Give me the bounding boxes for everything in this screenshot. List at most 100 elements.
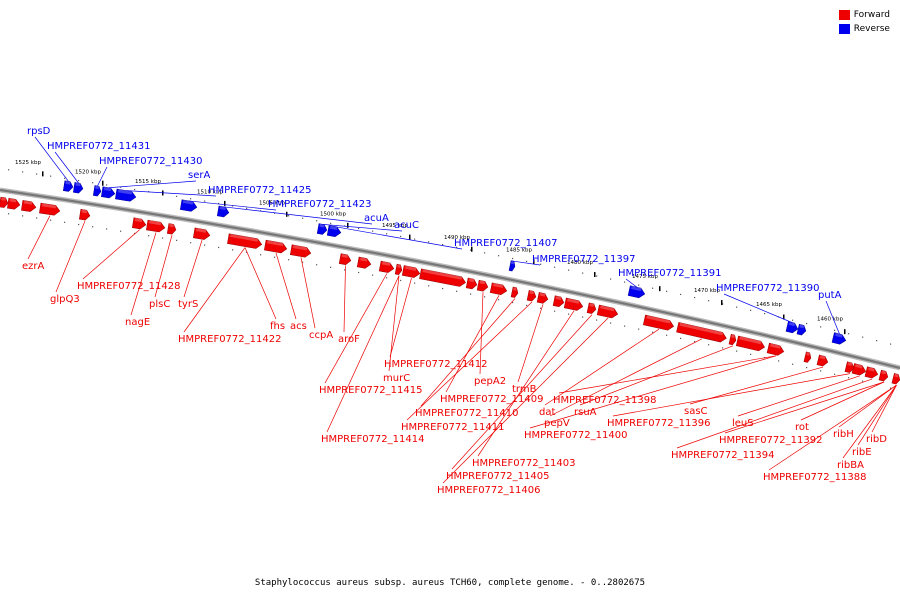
forward-gene-label: HMPREF0772_11409	[440, 394, 543, 405]
genome-title: Staphylococcus aureus subsp. aureus TCH6…	[254, 578, 646, 588]
tick-dot	[834, 373, 836, 375]
forward-gene-label: dat	[539, 407, 555, 418]
forward-gene	[864, 366, 879, 379]
reverse-leader-line	[34, 136, 69, 182]
forward-leader-line	[676, 378, 873, 449]
reverse-gene-label: putA	[818, 290, 842, 301]
forward-gene	[728, 333, 737, 346]
tick-dot	[106, 228, 108, 230]
tick-dot	[554, 310, 556, 312]
reverse-leader-line	[223, 206, 373, 225]
tick-dot	[134, 188, 136, 191]
reverse-gene	[216, 205, 230, 218]
feature-layer	[0, 180, 900, 385]
tick-dot	[512, 257, 514, 260]
tick-dot	[638, 284, 640, 286]
reverse-leader-line	[97, 166, 108, 187]
forward-leader-line	[558, 355, 777, 394]
forward-gene-label: HMPREF0772_11411	[401, 422, 504, 433]
forward-gene-label: pepA2	[474, 376, 506, 387]
forward-gene	[378, 260, 395, 273]
reverse-leader-line	[188, 200, 277, 211]
forward-gene	[489, 282, 508, 296]
forward-leader-line	[326, 275, 400, 433]
tick-dot	[652, 331, 654, 333]
tick-dot	[778, 360, 780, 362]
tick-dot	[176, 239, 178, 241]
forward-leader-line	[343, 265, 346, 333]
reverse-gene	[796, 323, 807, 336]
forward-gene	[563, 297, 584, 311]
forward-gene-label: HMPREF0772_11398	[553, 395, 656, 406]
reverse-leader-line	[125, 190, 217, 197]
tick-dot	[736, 350, 738, 352]
tick-dot	[554, 266, 556, 268]
forward-gene-label: HMPREF0772_11410	[415, 408, 518, 419]
forward-leader-line	[300, 257, 316, 329]
tick-dot	[22, 215, 24, 217]
tick-dot	[36, 173, 38, 175]
kbp-tick-label: 1480 kbp	[567, 260, 593, 266]
tick-dot	[316, 264, 318, 266]
tick-dot	[890, 387, 892, 389]
tick-dot	[792, 363, 794, 365]
forward-leader-line	[800, 381, 885, 421]
forward-gene-label: HMPREF0772_11414	[321, 434, 424, 445]
tick-dot	[764, 313, 766, 315]
forward-gene	[735, 335, 765, 352]
kbp-tick-label: 1515 kbp	[135, 179, 161, 185]
forward-gene-label: murC	[383, 373, 410, 384]
kbp-tick-mark	[533, 259, 535, 265]
tick-dot	[792, 319, 794, 321]
forward-gene-label: HMPREF0772_11406	[437, 485, 540, 496]
tick-dot	[176, 195, 178, 197]
tick-dot	[232, 249, 234, 251]
forward-gene	[338, 253, 352, 265]
tick-dot	[652, 287, 654, 289]
forward-gene-label: plsC	[149, 299, 170, 310]
tick-dot	[750, 353, 752, 355]
legend: Forward Reverse	[838, 8, 890, 36]
backbone-line	[0, 188, 900, 370]
reverse-leader-line	[512, 260, 541, 266]
tick-dot	[50, 219, 52, 221]
reverse-gene	[72, 182, 84, 194]
tick-dot	[400, 235, 402, 238]
tick-dot	[526, 260, 528, 263]
tick-dot	[722, 347, 724, 349]
tick-dot	[526, 304, 528, 307]
tick-dot	[78, 179, 80, 182]
forward-leader-line	[244, 247, 277, 320]
tick-dot	[120, 230, 122, 232]
tick-dot	[8, 169, 10, 171]
tick-dot	[624, 281, 626, 283]
forward-gene	[419, 268, 466, 287]
tick-dot	[638, 328, 640, 330]
tick-dot	[372, 230, 374, 232]
forward-leader-line	[451, 314, 593, 470]
forward-gene-label: leuS	[732, 418, 754, 429]
forward-gene	[146, 219, 166, 233]
reverse-leader-line	[825, 300, 840, 335]
reverse-gene-label: HMPREF0772_11431	[47, 141, 150, 152]
tick-dot	[428, 241, 430, 243]
kbp-tick-mark	[409, 234, 411, 240]
tick-dot	[442, 243, 444, 246]
tick-dot	[330, 222, 332, 224]
tick-dot	[120, 186, 122, 188]
forward-gene-label: acs	[290, 321, 307, 332]
forward-gene	[816, 354, 829, 367]
tick-dot	[694, 296, 696, 299]
forward-gene	[510, 286, 519, 298]
forward-leader-line	[55, 220, 86, 293]
tick-dot	[862, 380, 864, 382]
kbp-tick-mark	[659, 286, 661, 292]
tick-dot	[218, 202, 220, 205]
forward-gene-label: aroF	[338, 334, 360, 345]
forward-leader-line	[275, 252, 297, 320]
reverse-gene	[627, 285, 646, 299]
kbp-tick-label: 1510 kbp	[197, 190, 223, 196]
tick-dot	[736, 306, 738, 308]
forward-gene	[264, 239, 288, 254]
